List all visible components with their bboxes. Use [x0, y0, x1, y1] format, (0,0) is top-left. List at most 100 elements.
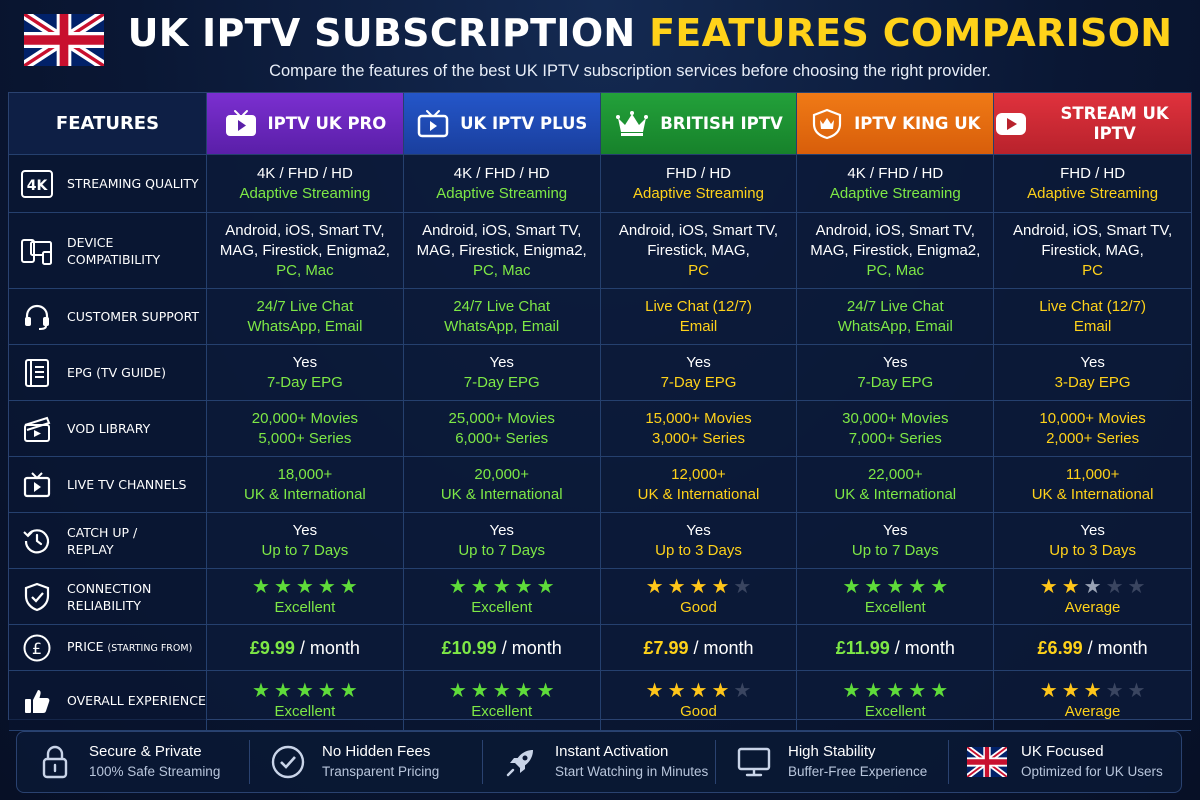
- feature-label-text: CATCH UP / REPLAY: [67, 524, 138, 557]
- cell-line: Adaptive Streaming: [1027, 184, 1159, 202]
- cell-vod-library-uk-iptv-plus: 25,000+ Movies 6,000+ Series: [403, 401, 601, 457]
- cell-line: 2,000+ Series: [1046, 429, 1140, 447]
- star-icon: ★: [448, 575, 467, 598]
- feature-catch-up-replay: CATCH UP / REPLAY: [9, 513, 207, 569]
- star-rating: ★ ★ ★ ★ ★: [646, 680, 752, 702]
- cell-device-compatibility-british-iptv: Android, iOS, Smart TV, Firestick, MAG, PC: [600, 213, 798, 289]
- star-rating: ★ ★ ★ ★ ★: [842, 680, 948, 702]
- footer-item-instant-activation: Instant Activation Start Watching in Minu…: [483, 740, 716, 784]
- cell-customer-support-stream-uk-iptv: Live Chat (12/7) Email: [994, 289, 1191, 345]
- footer-item-subtitle: 100% Safe Streaming: [89, 764, 221, 779]
- title-white-part: UK IPTV SUBSCRIPTION: [127, 11, 650, 55]
- star-icon: ★: [252, 679, 270, 702]
- pound-icon: £: [21, 632, 53, 664]
- cell-line: MAG, Firestick, Enigma2,: [810, 241, 981, 259]
- cell-line: 6,000+ Series: [455, 429, 549, 447]
- star-rating: ★ ★ ★ ★ ★: [1040, 576, 1146, 598]
- cell-line: Up to 7 Days: [261, 541, 349, 559]
- feature-label-text: VOD LIBRARY: [67, 421, 151, 436]
- star-icon: ★: [1127, 679, 1146, 702]
- provider-name: STREAM UK IPTV: [1060, 103, 1169, 143]
- price-amount: £6.99: [1037, 637, 1083, 658]
- cell-live-tv-channels-iptv-uk-pro: 18,000+ UK & International: [207, 457, 404, 513]
- cell-line: WhatsApp, Email: [247, 317, 363, 335]
- cell-price-british-iptv: £7.99 / month: [600, 625, 798, 671]
- price-period: / month: [294, 637, 360, 658]
- cell-line: 18,000+: [277, 465, 333, 483]
- price-period: / month: [1082, 637, 1148, 658]
- cell-line: Live Chat (12/7): [645, 297, 752, 315]
- cell-customer-support-iptv-king-uk: 24/7 Live Chat WhatsApp, Email: [797, 289, 995, 345]
- svg-text:£: £: [32, 639, 42, 658]
- star-icon: ★: [711, 679, 730, 702]
- cell-line: Up to 7 Days: [851, 541, 939, 559]
- cell-line: 11,000+: [1065, 465, 1120, 483]
- cell-line: Yes: [686, 521, 711, 539]
- cell-price-uk-iptv-plus: £10.99 / month: [403, 625, 601, 671]
- cell-device-compatibility-iptv-uk-pro: Android, iOS, Smart TV, MAG, Firestick, E…: [207, 213, 404, 289]
- cell-line: 24/7 Live Chat: [453, 297, 551, 315]
- cell-customer-support-british-iptv: Live Chat (12/7) Email: [600, 289, 798, 345]
- star-icon: ★: [689, 679, 708, 702]
- cell-epg-tv-guide-british-iptv: Yes 7-Day EPG: [600, 345, 798, 401]
- thumbs-up-icon: [21, 685, 53, 717]
- star-icon: ★: [689, 575, 708, 598]
- price-value: £11.99 / month: [836, 638, 955, 658]
- tv-play-icon: [224, 109, 258, 139]
- price-amount: £7.99: [643, 637, 689, 658]
- cell-connection-reliability-stream-uk-iptv: ★ ★ ★ ★ ★ Average: [994, 569, 1191, 625]
- star-icon: ★: [492, 679, 511, 702]
- page-subtitle: Compare the features of the best UK IPTV…: [269, 62, 991, 80]
- comparison-table: FEATURES IPTV UK PRO UK IPTV PLUS BRITISH I…: [8, 92, 1192, 731]
- star-icon: ★: [536, 679, 555, 702]
- cell-line: Yes: [883, 353, 908, 371]
- provider-header-stream-uk-iptv: STREAM UK IPTV: [994, 93, 1191, 155]
- cell-live-tv-channels-uk-iptv-plus: 20,000+ UK & International: [403, 457, 601, 513]
- cell-line: Adaptive Streaming: [436, 184, 568, 202]
- page-title: UK IPTV SUBSCRIPTION FEATURES COMPARISON: [120, 6, 1180, 60]
- rating-label: Excellent: [471, 598, 533, 616]
- cell-line: Yes: [489, 521, 514, 539]
- star-icon: ★: [295, 679, 314, 702]
- uk-flag-icon: [967, 742, 1007, 782]
- cell-overall-experience-uk-iptv-plus: ★ ★ ★ ★ ★ Excellent: [403, 671, 601, 731]
- rating-label: Average: [1064, 702, 1121, 720]
- cell-line: 7-Day EPG: [857, 373, 934, 391]
- cell-line: 7-Day EPG: [660, 373, 737, 391]
- feature-label-text: OVERALL EXPERIENCE: [67, 693, 206, 708]
- star-icon: ★: [339, 575, 358, 598]
- cell-line: FHD / HD: [1060, 164, 1126, 182]
- cell-line: Up to 3 Days: [655, 541, 742, 559]
- cell-line: Adaptive Streaming: [829, 184, 961, 202]
- feature-overall-experience: OVERALL EXPERIENCE: [9, 671, 207, 731]
- feature-device-compatibility: DEVICE COMPATIBILITY: [9, 213, 207, 289]
- cell-streaming-quality-stream-uk-iptv: FHD / HD Adaptive Streaming: [994, 155, 1191, 213]
- cell-vod-library-british-iptv: 15,000+ Movies 3,000+ Series: [600, 401, 798, 457]
- star-icon: ★: [470, 679, 489, 702]
- star-icon: ★: [1039, 575, 1058, 598]
- cell-line: Yes: [1080, 353, 1105, 371]
- cell-line: Live Chat (12/7): [1039, 297, 1146, 315]
- feature-label: CUSTOMER SUPPORT: [67, 308, 199, 325]
- star-icon: ★: [842, 575, 861, 598]
- provider-header-british-iptv: BRITISH IPTV: [600, 93, 798, 155]
- cell-line: 12,000+: [671, 465, 726, 483]
- price-value: £10.99 / month: [442, 638, 562, 658]
- cell-line: Adaptive Streaming: [239, 184, 371, 202]
- feature-streaming-quality: 4K STREAMING QUALITY: [9, 155, 207, 213]
- guide-book-icon: [21, 357, 53, 389]
- star-icon: ★: [645, 575, 664, 598]
- cell-connection-reliability-iptv-king-uk: ★ ★ ★ ★ ★ Excellent: [797, 569, 995, 625]
- cell-line: Android, iOS, Smart TV,: [618, 221, 779, 239]
- cell-line: 5,000+ Series: [258, 429, 352, 447]
- cell-line: PC, Mac: [472, 261, 531, 279]
- cell-customer-support-iptv-uk-pro: 24/7 Live Chat WhatsApp, Email: [207, 289, 404, 345]
- cell-line: 15,000+ Movies: [645, 409, 752, 427]
- star-icon: ★: [1127, 575, 1146, 598]
- cell-line: 7,000+ Series: [848, 429, 942, 447]
- cell-line: Yes: [489, 353, 514, 371]
- cell-line: 24/7 Live Chat: [256, 297, 354, 315]
- rating-label: Excellent: [864, 598, 926, 616]
- star-icon: ★: [908, 575, 927, 598]
- cell-live-tv-channels-stream-uk-iptv: 11,000+ UK & International: [994, 457, 1191, 513]
